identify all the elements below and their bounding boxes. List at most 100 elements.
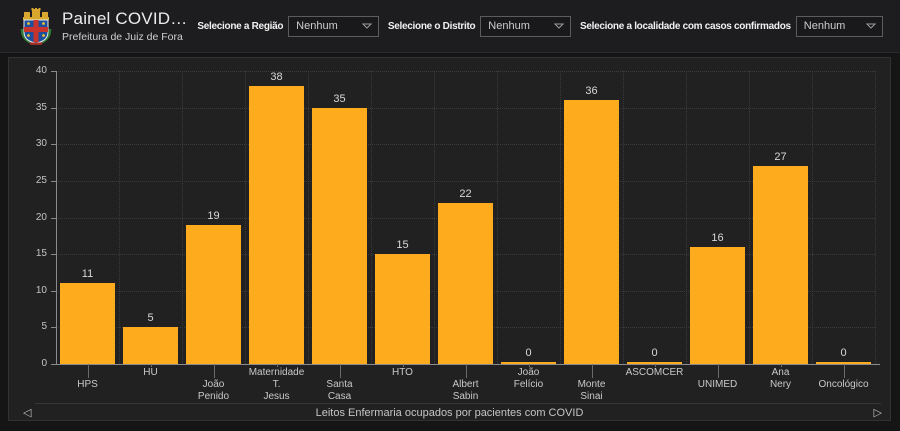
y-axis-tick-label: 40 <box>35 65 47 76</box>
x-axis-tick <box>780 364 782 367</box>
y-axis-tick-label: 30 <box>35 138 47 150</box>
filter-region: Selecione a Região Nenhum <box>197 15 379 37</box>
y-axis-tick-label: 25 <box>35 174 47 186</box>
chevron-down-icon <box>553 23 564 29</box>
page-subtitle: Prefeitura de Juiz de Fora <box>62 31 183 43</box>
bar-value-label: 0 <box>651 347 658 359</box>
gridline <box>308 71 309 364</box>
x-axis-category-label: Albert Sabin <box>452 379 479 402</box>
x-axis-tick <box>150 364 152 367</box>
bar[interactable] <box>123 327 178 364</box>
y-axis <box>56 71 57 364</box>
bar-value-label: 19 <box>207 209 220 222</box>
page-title: Painel COVID… <box>62 9 188 28</box>
x-axis-category-label: João Felício <box>513 367 544 390</box>
bar[interactable] <box>60 283 115 364</box>
x-axis-category-label: Oncológico <box>818 379 869 390</box>
x-axis-tick <box>339 364 341 378</box>
y-axis-tick-label: 10 <box>35 284 47 296</box>
filter-district: Selecione o Distrito Nenhum <box>387 15 571 37</box>
bar[interactable] <box>438 202 493 364</box>
y-axis-tick-label: 20 <box>35 211 47 223</box>
bar[interactable] <box>249 85 304 364</box>
header: Painel COVID… Prefeitura de Juiz de Fora… <box>0 0 900 53</box>
y-axis-tick-label: 0 <box>41 358 47 369</box>
locality-select[interactable]: Nenhum <box>795 15 883 37</box>
gridline <box>56 71 875 72</box>
y-axis-tick <box>51 144 56 146</box>
x-axis-category-label: Monte Sinai <box>577 379 606 402</box>
x-axis-tick <box>528 364 530 367</box>
gridline <box>56 144 875 146</box>
bar-value-label: 27 <box>774 151 787 164</box>
gridline <box>434 71 435 364</box>
bar-value-label: 22 <box>459 187 472 200</box>
y-axis-tick <box>51 107 56 109</box>
gridline <box>812 71 813 364</box>
bar-value-label: 15 <box>396 239 409 252</box>
y-axis-tick-label: 15 <box>35 248 47 260</box>
y-axis-tick-label: 5 <box>41 321 47 333</box>
previous-chart-button[interactable]: ◁ <box>23 407 32 419</box>
chevron-down-icon <box>866 23 876 29</box>
x-axis <box>56 364 880 365</box>
y-axis-tick <box>51 71 56 72</box>
bar[interactable] <box>312 107 367 364</box>
bar-value-label: 16 <box>711 231 724 244</box>
bar-value-label: 5 <box>147 312 154 325</box>
footer-divider <box>35 403 881 404</box>
bar[interactable] <box>564 100 619 364</box>
bar-value-label: 36 <box>585 85 598 98</box>
gridline <box>371 71 372 364</box>
gridline <box>560 71 561 364</box>
y-axis-tick <box>51 217 56 219</box>
y-axis-tick-label: 35 <box>35 101 47 113</box>
x-axis-category-label: Maternidade T. Jesus <box>248 367 305 402</box>
gridline <box>749 71 750 364</box>
x-axis-tick <box>87 364 89 378</box>
y-axis-tick <box>51 180 56 182</box>
bar-value-label: 0 <box>840 347 847 359</box>
region-select[interactable]: Nenhum <box>288 15 379 37</box>
x-axis-category-label: Santa Casa <box>326 379 353 402</box>
y-axis-tick <box>51 364 56 365</box>
bar-value-label: 11 <box>81 268 94 281</box>
x-axis-category-label: UNIMED <box>697 379 738 390</box>
y-axis-tick <box>51 254 56 256</box>
chevron-down-icon <box>361 23 372 29</box>
x-axis-category-label: Ana Nery <box>769 367 792 390</box>
gridline <box>875 71 876 364</box>
region-select-value: Nenhum <box>296 20 338 32</box>
x-axis-category-label: HU <box>143 367 158 378</box>
district-select[interactable]: Nenhum <box>480 15 571 37</box>
gridline <box>119 71 120 364</box>
bar[interactable] <box>753 166 808 364</box>
gridline <box>245 71 246 364</box>
bar-value-label: 0 <box>525 347 532 359</box>
y-axis-tick <box>51 290 56 292</box>
gridline <box>497 71 498 364</box>
x-axis-category-label: HPS <box>77 379 98 390</box>
gridline <box>686 71 687 364</box>
bar[interactable] <box>375 254 430 364</box>
bar[interactable] <box>816 362 871 364</box>
x-axis-category-label: João Penido <box>197 379 230 402</box>
gridline <box>623 71 624 364</box>
x-axis-tick <box>717 364 719 378</box>
x-axis-tick <box>465 364 467 378</box>
district-filter-label: Selecione o Distrito <box>387 20 476 32</box>
bar[interactable] <box>690 246 745 364</box>
bar[interactable] <box>186 224 241 364</box>
next-chart-button[interactable]: ▷ <box>873 407 882 419</box>
x-axis-tick <box>213 364 215 378</box>
y-axis-tick <box>51 327 56 329</box>
bar[interactable] <box>501 362 556 364</box>
region-filter-label: Selecione a Região <box>197 20 284 32</box>
x-axis-tick <box>843 364 845 378</box>
gridline <box>56 107 875 109</box>
gridline <box>182 71 183 364</box>
gridline <box>56 180 875 182</box>
bar[interactable] <box>627 362 682 364</box>
bar-value-label: 38 <box>270 70 283 83</box>
